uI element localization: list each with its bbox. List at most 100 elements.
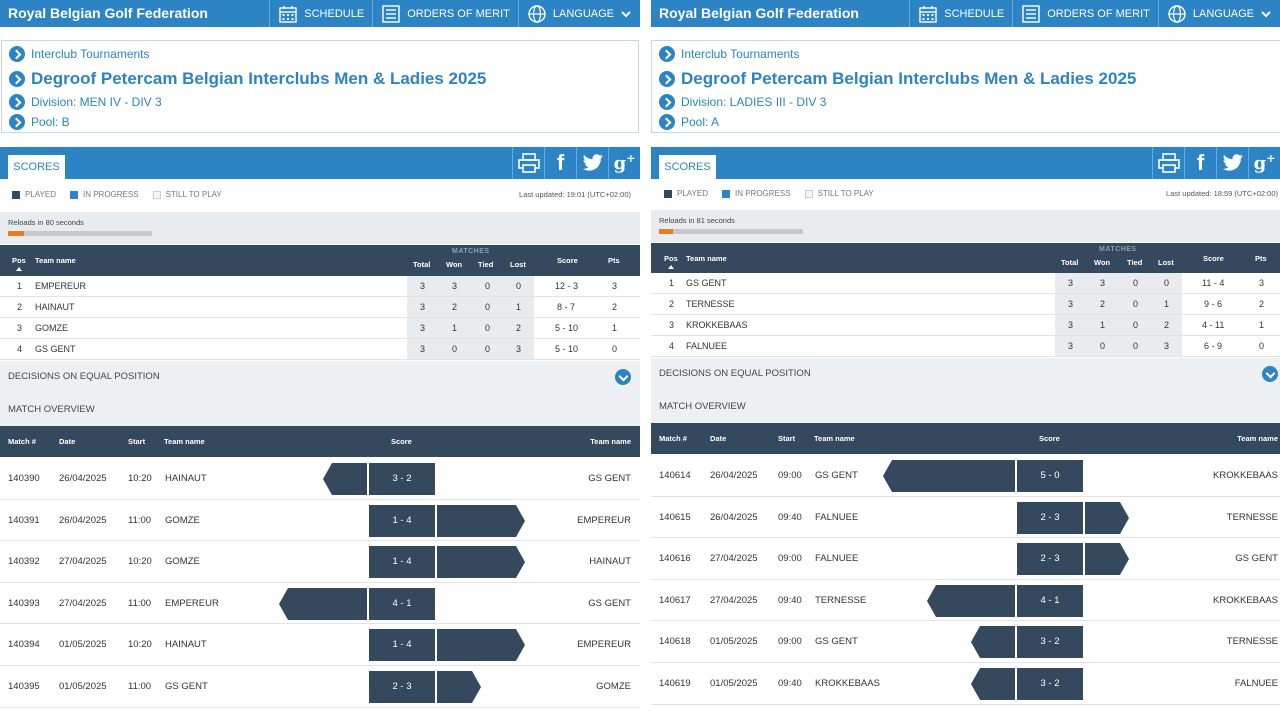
google-plus-button[interactable]: g+ <box>608 147 640 179</box>
expand-down-icon[interactable] <box>1262 366 1278 382</box>
crumb-pool[interactable]: Pool: B <box>9 114 70 130</box>
language-button[interactable]: LANGUAGE <box>1157 0 1280 27</box>
crumb-division[interactable]: Division: MEN IV - DIV 3 <box>9 94 162 110</box>
tab-scores[interactable]: SCORES <box>8 155 65 179</box>
col-pos[interactable]: Pos <box>12 256 26 265</box>
standings-row[interactable]: 2 HAINAUT 3 2 0 1 8 - 7 2 <box>0 297 640 318</box>
google-plus-button[interactable]: g+ <box>1248 147 1280 179</box>
standings-row[interactable]: 3 GOMZE 3 1 0 2 5 - 10 1 <box>0 318 640 339</box>
match-row[interactable]: 140617 27/04/2025 09:40 TERNESSE KROKKEBAAS 4… <box>651 579 1280 622</box>
match-score[interactable]: 4 - 1 <box>369 587 435 620</box>
pool-label: Pool: B <box>31 115 70 129</box>
match-score[interactable]: 3 - 2 <box>1017 626 1083 659</box>
winner-arrow-left <box>971 668 1015 700</box>
away-team: HAINAUT <box>589 556 631 568</box>
in-progress-swatch <box>721 189 730 198</box>
division-label: Division: MEN IV - DIV 3 <box>31 95 162 109</box>
still-to-play-swatch <box>152 190 161 199</box>
standings-header: MATCHES Pos Team name Total Won Tied Los… <box>651 243 1280 273</box>
legend-still-to-play: STILL TO PLAY <box>804 189 874 198</box>
away-team: KROKKEBAAS <box>1213 470 1278 481</box>
schedule-button[interactable]: SCHEDULE <box>269 0 372 27</box>
match-row[interactable]: 140391 26/04/2025 11:00 GOMZE EMPEREUR 1 - 4 <box>0 499 640 542</box>
orders-of-merit-button[interactable]: ORDERS OF MERIT <box>1012 0 1158 27</box>
status-legend: PLAYED IN PROGRESS STILL TO PLAY <box>664 189 874 198</box>
match-score[interactable]: 2 - 3 <box>1017 501 1083 534</box>
total-value: 3 <box>420 323 426 333</box>
match-start: 09:00 <box>778 470 802 481</box>
print-button[interactable] <box>512 147 544 179</box>
reload-progress-fill <box>8 231 24 236</box>
crumb-division[interactable]: Division: LADIES III - DIV 3 <box>659 94 826 110</box>
calendar-icon <box>279 5 297 23</box>
col-tied: Tied <box>478 260 494 269</box>
col-pos[interactable]: Pos <box>664 254 678 263</box>
col-away-team: Team name <box>590 437 631 446</box>
standings-row[interactable]: 4 FALNUEE 3 0 0 3 6 - 9 0 <box>651 336 1280 357</box>
match-row[interactable]: 140615 26/04/2025 09:40 FALNUEE TERNESSE 2 - … <box>651 496 1280 539</box>
match-score[interactable]: 3 - 2 <box>1017 668 1083 700</box>
match-score[interactable]: 2 - 3 <box>1017 543 1083 576</box>
legend-played: PLAYED <box>12 190 56 199</box>
match-row[interactable]: 140614 26/04/2025 09:00 GS GENT KROKKEBAAS 5 … <box>651 455 1280 497</box>
match-score[interactable]: 5 - 0 <box>1017 460 1083 492</box>
standings-row[interactable]: 3 KROKKEBAAS 3 1 0 2 4 - 11 1 <box>651 315 1280 336</box>
match-score[interactable]: 3 - 2 <box>369 463 435 495</box>
facebook-button[interactable]: f <box>1184 147 1216 179</box>
print-icon <box>1157 153 1180 173</box>
tab-scores[interactable]: SCORES <box>659 155 716 179</box>
status-legend: PLAYED IN PROGRESS STILL TO PLAY <box>12 190 222 199</box>
crumb-tournaments[interactable]: Interclub Tournaments <box>659 46 800 62</box>
federation-title[interactable]: Royal Belgian Golf Federation <box>8 5 208 21</box>
match-score[interactable]: 2 - 3 <box>369 671 435 703</box>
crumb-pool[interactable]: Pool: A <box>659 114 719 130</box>
match-date: 26/04/2025 <box>59 514 107 526</box>
facebook-button[interactable]: f <box>544 147 576 179</box>
schedule-label: SCHEDULE <box>304 7 365 20</box>
language-button[interactable]: LANGUAGE <box>517 0 640 27</box>
legend-played-label: PLAYED <box>25 190 56 199</box>
schedule-button[interactable]: SCHEDULE <box>909 0 1012 27</box>
match-row[interactable]: 140395 01/05/2025 11:00 GS GENT GOMZE 2 - 3 <box>0 666 640 708</box>
winner-arrow-right <box>437 629 525 662</box>
match-row[interactable]: 140390 26/04/2025 10:20 HAINAUT GS GENT 3 - 2 <box>0 458 640 500</box>
away-team: KROKKEBAAS <box>1213 594 1278 606</box>
match-score[interactable]: 1 - 4 <box>369 546 435 579</box>
match-row[interactable]: 140616 27/04/2025 09:00 FALNUEE GS GENT 2 - 3 <box>651 538 1280 580</box>
match-overview-bar: MATCH OVERVIEW <box>651 390 1280 423</box>
team-name: TERNESSE <box>686 299 735 309</box>
twitter-button[interactable] <box>576 147 608 179</box>
home-team: GS GENT <box>165 681 208 692</box>
print-button[interactable] <box>1152 147 1184 179</box>
chevron-right-icon <box>9 94 25 110</box>
standings-row[interactable]: 2 TERNESSE 3 2 0 1 9 - 6 2 <box>651 294 1280 315</box>
col-start: Start <box>128 437 146 446</box>
match-score[interactable]: 4 - 1 <box>1017 584 1083 617</box>
orders-of-merit-button[interactable]: ORDERS OF MERIT <box>372 0 518 27</box>
sort-up-icon <box>668 265 674 269</box>
twitter-button[interactable] <box>1216 147 1248 179</box>
match-row[interactable]: 140394 01/05/2025 10:20 HAINAUT EMPEREUR 1 - … <box>0 624 640 666</box>
winner-arrow-right <box>437 504 525 537</box>
standings-row[interactable]: 1 EMPEREUR 3 3 0 0 12 - 3 3 <box>0 276 640 297</box>
match-row[interactable]: 140393 27/04/2025 11:00 EMPEREUR GS GENT 4 - … <box>0 582 640 625</box>
match-row[interactable]: 140392 27/04/2025 10:20 GOMZE HAINAUT 1 - 4 <box>0 541 640 583</box>
decisions-bar[interactable]: DECISIONS ON EQUAL POSITION <box>651 358 1280 390</box>
federation-title[interactable]: Royal Belgian Golf Federation <box>659 5 859 21</box>
match-number: 140614 <box>659 470 691 481</box>
match-score[interactable]: 1 - 4 <box>369 629 435 662</box>
crumb-tournament-title[interactable]: Degroof Petercam Belgian Interclubs Men … <box>659 69 1136 89</box>
crumb-tournament-title[interactable]: Degroof Petercam Belgian Interclubs Men … <box>9 69 486 89</box>
standings-row[interactable]: 4 GS GENT 3 0 0 3 5 - 10 0 <box>0 339 640 360</box>
match-row[interactable]: 140619 01/05/2025 09:40 KROKKEBAAS FALNUEE 3 … <box>651 663 1280 705</box>
match-row[interactable]: 140618 01/05/2025 09:00 GS GENT TERNESSE 3 - … <box>651 621 1280 663</box>
expand-down-icon[interactable] <box>615 369 631 385</box>
lost-value: 0 <box>1164 278 1170 288</box>
away-team: GOMZE <box>596 681 631 692</box>
standings-row[interactable]: 1 GS GENT 3 3 0 0 11 - 4 3 <box>651 273 1280 294</box>
pos-value: 4 <box>669 341 675 351</box>
home-team: GOMZE <box>165 514 200 526</box>
decisions-bar[interactable]: DECISIONS ON EQUAL POSITION <box>0 361 640 393</box>
crumb-tournaments[interactable]: Interclub Tournaments <box>9 46 150 62</box>
match-score[interactable]: 1 - 4 <box>369 504 435 537</box>
